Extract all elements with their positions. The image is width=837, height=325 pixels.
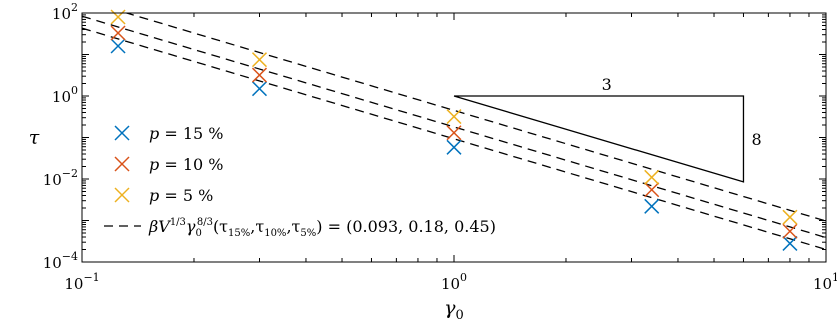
legend: p = 15 % p = 10 % p = 5 % βV1/3γ08/3(τ15… [104, 124, 496, 239]
x-tick-label-10: 101 [813, 271, 837, 293]
data-markers [110, 9, 798, 251]
y-tick-label-1e2: 102 [52, 1, 78, 23]
y-axis-label: τ [29, 127, 40, 149]
legend-cross-0 [114, 125, 130, 141]
marker-series0-point1-stroke-b [251, 81, 268, 97]
marker-series2-point2 [446, 109, 462, 125]
legend-label-p10: p = 10 % [149, 155, 223, 174]
marker-series2-point0-stroke-b [110, 9, 126, 25]
marker-series0-point0-stroke-b [110, 38, 126, 54]
marker-series1-point1-stroke-b [251, 67, 268, 83]
legend-cross-1 [114, 156, 130, 172]
legend-label-p15: p = 15 % [149, 124, 223, 143]
legend-cross-0-stroke-b [114, 125, 130, 141]
axis-ticks [81, 13, 826, 263]
x-tick-label-1: 100 [441, 271, 467, 293]
legend-cross-2-stroke-b [114, 187, 130, 203]
fit-line-0 [82, 27, 826, 251]
marker-series1-point1 [251, 67, 268, 83]
slope-rise-label: 8 [751, 130, 761, 149]
marker-series2-point4 [782, 209, 798, 225]
legend-cross-2 [114, 187, 130, 203]
marker-series1-point2-stroke-b [446, 125, 462, 141]
x-axis-label: γ0 [444, 297, 464, 323]
slope-run-label: 3 [602, 75, 612, 94]
marker-series1-point4 [782, 223, 798, 239]
legend-label-p5: p = 5 % [149, 186, 213, 205]
slope-triangle [453, 95, 745, 183]
marker-series0-point3-stroke-b [644, 198, 660, 214]
marker-series2-point3 [644, 169, 660, 185]
marker-series2-point1-stroke-b [251, 52, 268, 68]
marker-series0-point2 [446, 139, 462, 155]
x-tick-label-0.1: 10−1 [64, 271, 99, 293]
legend-label-fit: βV1/3γ08/3(τ15%,τ10%,τ5%) = (0.093, 0.18… [148, 217, 496, 239]
marker-series1-point0 [110, 25, 126, 41]
y-tick-label-1e0: 100 [52, 84, 78, 106]
fit-line-2 [124, 13, 826, 222]
marker-series0-point4 [782, 235, 798, 251]
marker-series2-point3-stroke-b [644, 169, 660, 185]
y-tick-label-1e-4: 10−4 [43, 250, 78, 272]
marker-series1-point0-stroke-b [110, 25, 126, 41]
marker-series0-point0 [110, 38, 126, 54]
marker-series2-point2-stroke-b [446, 109, 462, 125]
marker-series0-point1 [251, 81, 268, 97]
marker-series0-point2-stroke-b [446, 139, 462, 155]
marker-series1-point4-stroke-b [782, 223, 798, 239]
marker-series1-point2 [446, 125, 462, 141]
marker-series1-point3-stroke-b [644, 182, 660, 198]
marker-series2-point4-stroke-b [782, 209, 798, 225]
marker-series0-point3 [644, 198, 660, 214]
legend-marker-p15 [114, 125, 130, 141]
marker-series1-point3 [644, 182, 660, 198]
slope-triangle-outline [453, 95, 745, 183]
marker-series2-point0 [110, 9, 126, 25]
fit-line-1 [82, 15, 826, 239]
fit-lines [82, 13, 826, 251]
marker-series2-point1 [251, 52, 268, 68]
legend-cross-1-stroke-b [114, 156, 130, 172]
y-tick-label-1e-2: 10−2 [43, 167, 78, 189]
legend-marker-p10 [114, 156, 130, 172]
legend-marker-p5 [114, 187, 130, 203]
marker-series0-point4-stroke-b [782, 235, 798, 251]
